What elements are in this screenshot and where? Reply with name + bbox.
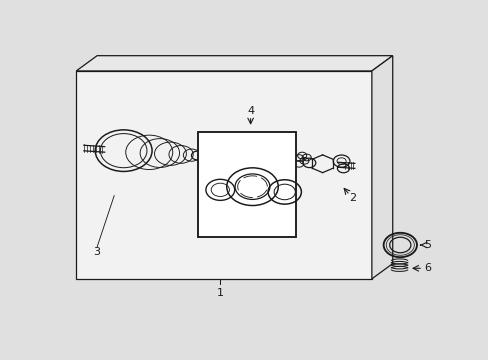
Text: 6: 6 [423, 263, 430, 273]
Text: 2: 2 [348, 193, 356, 203]
Text: 3: 3 [93, 247, 101, 257]
Polygon shape [76, 56, 392, 71]
Text: 5: 5 [423, 240, 430, 250]
Bar [197, 132, 296, 237]
Polygon shape [371, 56, 392, 279]
Bar [76, 71, 371, 279]
Text: 1: 1 [216, 288, 224, 298]
Text: 4: 4 [246, 106, 254, 116]
